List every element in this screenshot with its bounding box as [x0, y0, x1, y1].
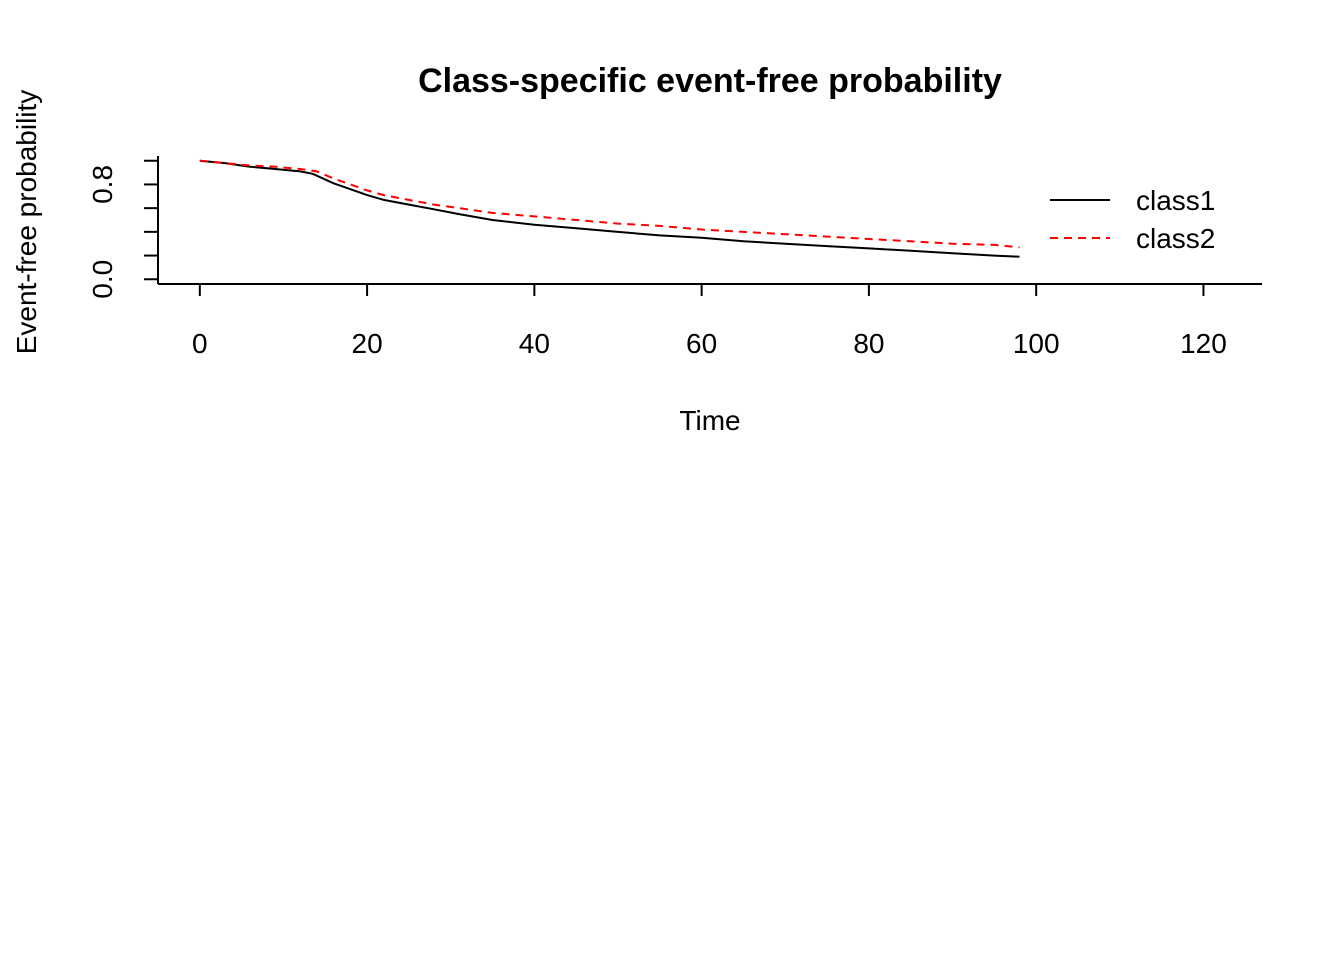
legend-label-class2: class2: [1136, 223, 1215, 254]
x-tick-label: 120: [1180, 328, 1227, 359]
x-tick-label: 80: [853, 328, 884, 359]
series-layer: [199, 159, 1020, 258]
y-axis: 0.0 0.8: [87, 159, 158, 299]
plot-frame: [157, 156, 1262, 285]
y-axis-label: Event-free probability: [11, 90, 42, 355]
x-axis-label: Time: [679, 405, 740, 436]
series-line-class2: [199, 159, 1020, 249]
x-tick-label: 0: [192, 328, 208, 359]
x-tick-label: 40: [519, 328, 550, 359]
legend: class1 class2: [1050, 185, 1215, 254]
series-line-class1: [199, 159, 1020, 258]
x-tick-label: 20: [352, 328, 383, 359]
legend-label-class1: class1: [1136, 185, 1215, 216]
y-tick-label: 0.0: [87, 260, 118, 299]
x-tick-label: 100: [1013, 328, 1060, 359]
x-axis: 0 20 40 60 80 100 120: [192, 284, 1227, 359]
chart-title: Class-specific event-free probability: [418, 62, 1002, 100]
x-tick-label: 60: [686, 328, 717, 359]
y-tick-label: 0.8: [87, 165, 118, 204]
